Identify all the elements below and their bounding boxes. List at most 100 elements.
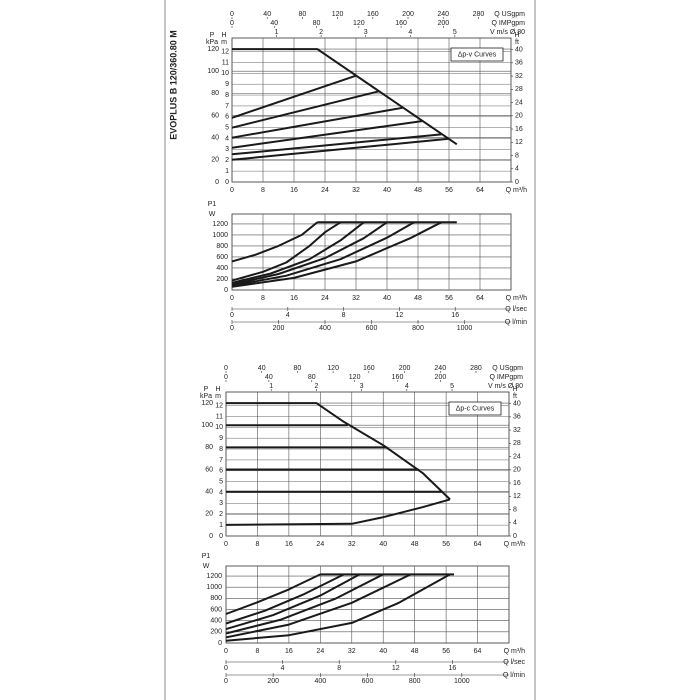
- curve: [225, 573, 321, 615]
- top-tick-label: 120: [327, 365, 339, 372]
- left-tick-label: 12: [221, 48, 229, 55]
- bottom-tick-label: 400: [314, 678, 326, 685]
- top-tick-label: 240: [437, 11, 449, 18]
- left-tick-label: 5: [225, 125, 229, 132]
- right-tick-label: 20: [515, 113, 523, 120]
- axis-title: Q l/sec: [505, 306, 527, 313]
- x-axis-title: Q m³/h: [506, 295, 527, 302]
- y-tick-label: 40: [205, 489, 213, 496]
- y-tick-label: 400: [216, 265, 228, 272]
- y-tick-label: 20: [211, 157, 219, 164]
- left-tick-label: 6: [225, 114, 229, 121]
- curve: [225, 573, 361, 631]
- y-tick-label: 60: [205, 466, 213, 473]
- y-tick-label: 800: [216, 243, 228, 250]
- y-tick-label: 600: [210, 606, 222, 613]
- curve: [231, 221, 318, 263]
- x-tick-label: 40: [379, 541, 387, 548]
- top-tick-label: 80: [294, 365, 302, 372]
- curve: [225, 573, 384, 635]
- top-tick-label: 2: [319, 29, 323, 36]
- curve: [232, 48, 458, 146]
- x-tick-label: 16: [290, 295, 298, 302]
- x-tick-label: 8: [255, 648, 259, 655]
- left-tick-label: 4: [225, 135, 229, 142]
- left-tick-label: 9: [219, 435, 223, 442]
- x-tick-label: 64: [476, 187, 484, 194]
- left-tick-label: 6: [219, 468, 223, 475]
- bottom-tick-label: 0: [230, 312, 234, 319]
- top-tick-label: 4: [405, 383, 409, 390]
- left-tick-label: 11: [222, 59, 229, 66]
- x-tick-label: 56: [445, 187, 453, 194]
- y-axis-title: P1: [202, 553, 211, 560]
- axis-title: Q l/min: [505, 319, 527, 326]
- right-tick-label: 4: [513, 520, 517, 527]
- y-tick-label: 120: [207, 46, 219, 53]
- y-tick-label: 200: [210, 629, 222, 636]
- y-tick-label: 80: [211, 90, 219, 97]
- top-tick-label: 80: [313, 20, 321, 27]
- top-tick-label: 280: [473, 11, 485, 18]
- bottom-tick-label: 1000: [454, 678, 470, 685]
- bottom-tick-label: 0: [224, 665, 228, 672]
- top-tick-label: 1: [269, 383, 273, 390]
- axis-title: Q l/sec: [503, 659, 525, 666]
- axis-title: V m/s Ø 80: [488, 383, 523, 390]
- left-tick-label: 0: [219, 533, 223, 540]
- model-label: EVOPLUS B 120/360.80 M: [168, 30, 178, 140]
- y-tick-label: 600: [216, 254, 228, 261]
- axis-title: Q USgpm: [494, 11, 525, 18]
- y-axis-title: P: [210, 32, 215, 39]
- axis-title: H: [514, 32, 519, 39]
- axis-title: H: [221, 32, 226, 39]
- right-tick-label: 24: [513, 453, 521, 460]
- top-tick-label: 200: [399, 365, 411, 372]
- curve: [231, 221, 342, 282]
- x-tick-label: 48: [414, 187, 422, 194]
- x-tick-label: 16: [285, 541, 293, 548]
- top-tick-label: 1: [275, 29, 279, 36]
- top-tick-label: 200: [435, 374, 447, 381]
- right-tick-label: 36: [515, 60, 523, 67]
- left-tick-label: 3: [219, 500, 223, 507]
- curve: [231, 221, 415, 287]
- x-tick-label: 0: [224, 648, 228, 655]
- bottom-tick-label: 4: [281, 665, 285, 672]
- x-tick-label: 24: [321, 295, 329, 302]
- x-tick-label: 48: [414, 295, 422, 302]
- y-tick-label: 1000: [212, 232, 228, 239]
- y-tick-label: 40: [211, 135, 219, 142]
- y-tick-label: 800: [210, 595, 222, 602]
- curve: [231, 133, 442, 156]
- left-tick-label: 11: [216, 413, 223, 420]
- y-tick-label: 120: [201, 400, 213, 407]
- x-axis-title: Q m³/h: [504, 648, 525, 655]
- top-tick-label: 280: [470, 365, 482, 372]
- y-axis-title: P: [204, 386, 209, 393]
- bottom-tick-label: 12: [392, 665, 400, 672]
- left-tick-label: 8: [219, 446, 223, 453]
- x-tick-label: 56: [445, 295, 453, 302]
- x-tick-label: 56: [442, 648, 450, 655]
- right-tick-label: 32: [513, 427, 521, 434]
- x-tick-label: 16: [285, 648, 293, 655]
- top-tick-label: 200: [402, 11, 414, 18]
- left-tick-label: 10: [221, 70, 229, 77]
- annotation-box: [448, 401, 502, 416]
- left-tick-label: 1: [225, 168, 229, 175]
- curve: [226, 402, 451, 501]
- curve: [231, 106, 403, 139]
- curve: [231, 221, 365, 284]
- top-tick-label: 0: [230, 20, 234, 27]
- right-tick-label: 12: [515, 139, 523, 146]
- right-tick-label: 12: [513, 493, 521, 500]
- axis-title: V m/s Ø 80: [490, 29, 525, 36]
- bottom-tick-label: 8: [337, 665, 341, 672]
- y-tick-label: 200: [216, 276, 228, 283]
- right-tick-label: 28: [513, 440, 521, 447]
- y-tick-label: 0: [224, 287, 228, 294]
- right-tick-label: 40: [513, 400, 521, 407]
- bottom-tick-label: 600: [362, 678, 374, 685]
